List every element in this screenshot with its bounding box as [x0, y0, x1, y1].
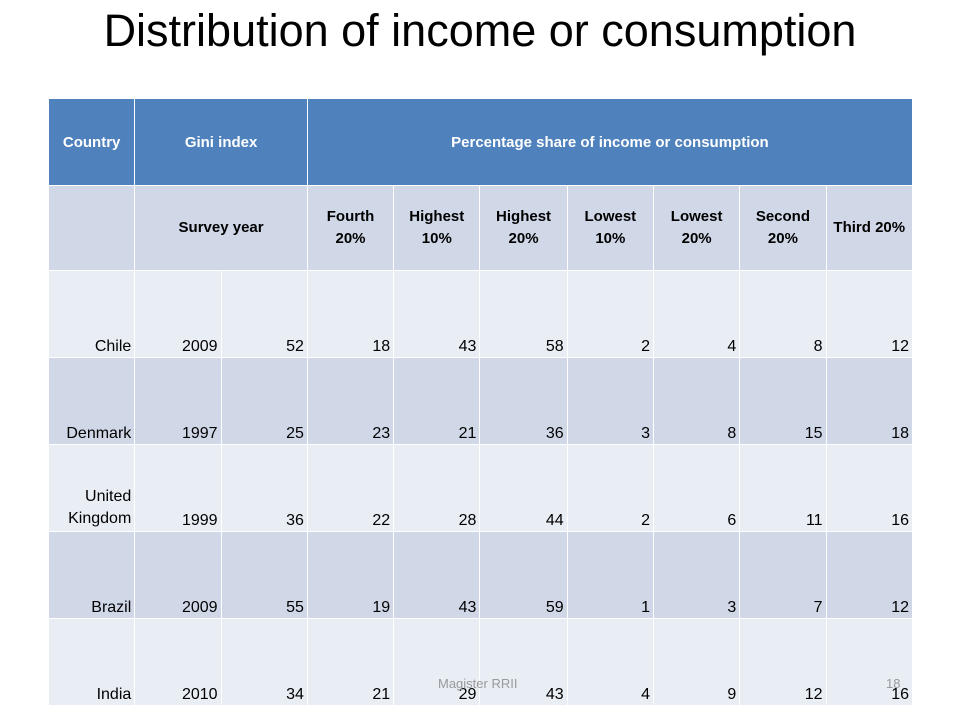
cell: 1999 [134, 444, 222, 532]
header-percentage-share: Percentage share of income or consumptio… [306, 98, 914, 186]
cell-country: Denmark [47, 357, 136, 445]
income-distribution-table: Country Gini index Percentage share of i… [47, 98, 914, 706]
cell-country: Chile [47, 270, 136, 358]
cell: 44 [479, 444, 568, 532]
cell: 2 [566, 444, 654, 532]
header-row-sub: Survey year Fourth 20% Highest 10% Highe… [47, 185, 914, 271]
cell: 29 [393, 618, 481, 706]
cell: 19 [306, 531, 395, 619]
slide-footer: Magister RRII [438, 676, 518, 691]
cell: 59 [479, 531, 568, 619]
header-survey-year: Survey year [134, 185, 308, 271]
header-row-top: Country Gini index Percentage share of i… [47, 98, 914, 186]
cell: 9 [652, 618, 741, 706]
cell: 16 [825, 444, 914, 532]
cell: 28 [393, 444, 481, 532]
cell: 16 [825, 618, 914, 706]
slide-title: Distribution of income or consumption [103, 5, 857, 56]
cell: 43 [479, 618, 568, 706]
cell: 43 [393, 531, 481, 619]
cell: 36 [220, 444, 308, 532]
cell: 36 [479, 357, 568, 445]
header-gini-index: Gini index [134, 98, 308, 186]
table-row: India 2010 34 21 29 43 4 9 12 16 [47, 618, 914, 706]
page-number: 18 [886, 676, 901, 691]
cell: 58 [479, 270, 568, 358]
header-lowest-10: Lowest 10% [566, 185, 654, 271]
cell: 7 [739, 531, 827, 619]
cell-country: United Kingdom [47, 444, 136, 532]
header-fourth-20: Fourth 20% [306, 185, 395, 271]
cell: 3 [652, 531, 741, 619]
cell: 52 [220, 270, 308, 358]
cell: 11 [739, 444, 827, 532]
cell: 1 [566, 531, 654, 619]
cell: 8 [652, 357, 741, 445]
cell: 15 [739, 357, 827, 445]
header-second-20: Second 20% [739, 185, 827, 271]
cell-country: Brazil [47, 531, 136, 619]
cell: 4 [652, 270, 741, 358]
header-highest-20: Highest 20% [479, 185, 568, 271]
table-row: Chile 2009 52 18 43 58 2 4 8 12 [47, 270, 914, 358]
cell: 4 [566, 618, 654, 706]
cell: 6 [652, 444, 741, 532]
cell: 43 [393, 270, 481, 358]
cell: 22 [306, 444, 395, 532]
cell: 12 [825, 270, 914, 358]
header-country: Country [47, 98, 136, 186]
cell: 55 [220, 531, 308, 619]
cell: 12 [825, 531, 914, 619]
table-row: Denmark 1997 25 23 21 36 3 8 15 18 [47, 357, 914, 445]
cell: 18 [306, 270, 395, 358]
cell: 12 [739, 618, 827, 706]
cell: 2 [566, 270, 654, 358]
cell: 3 [566, 357, 654, 445]
cell: 8 [739, 270, 827, 358]
header-blank [47, 185, 136, 271]
cell: 18 [825, 357, 914, 445]
cell: 23 [306, 357, 395, 445]
table-row: Brazil 2009 55 19 43 59 1 3 7 12 [47, 531, 914, 619]
cell: 34 [220, 618, 308, 706]
header-highest-10: Highest 10% [393, 185, 481, 271]
cell: 2010 [134, 618, 222, 706]
header-lowest-20: Lowest 20% [652, 185, 741, 271]
cell: 2009 [134, 531, 222, 619]
cell: 2009 [134, 270, 222, 358]
table-row: United Kingdom 1999 36 22 28 44 2 6 11 1… [47, 444, 914, 532]
cell: 1997 [134, 357, 222, 445]
cell: 21 [393, 357, 481, 445]
header-third-20: Third 20% [825, 185, 914, 271]
cell: 21 [306, 618, 395, 706]
cell: 25 [220, 357, 308, 445]
cell-country: India [47, 618, 136, 706]
